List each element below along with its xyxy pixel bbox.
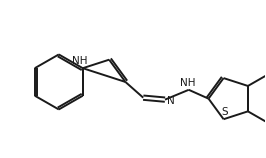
Text: NH: NH: [72, 56, 88, 66]
Text: N: N: [167, 96, 175, 106]
Text: S: S: [221, 107, 228, 117]
Text: NH: NH: [180, 78, 196, 88]
